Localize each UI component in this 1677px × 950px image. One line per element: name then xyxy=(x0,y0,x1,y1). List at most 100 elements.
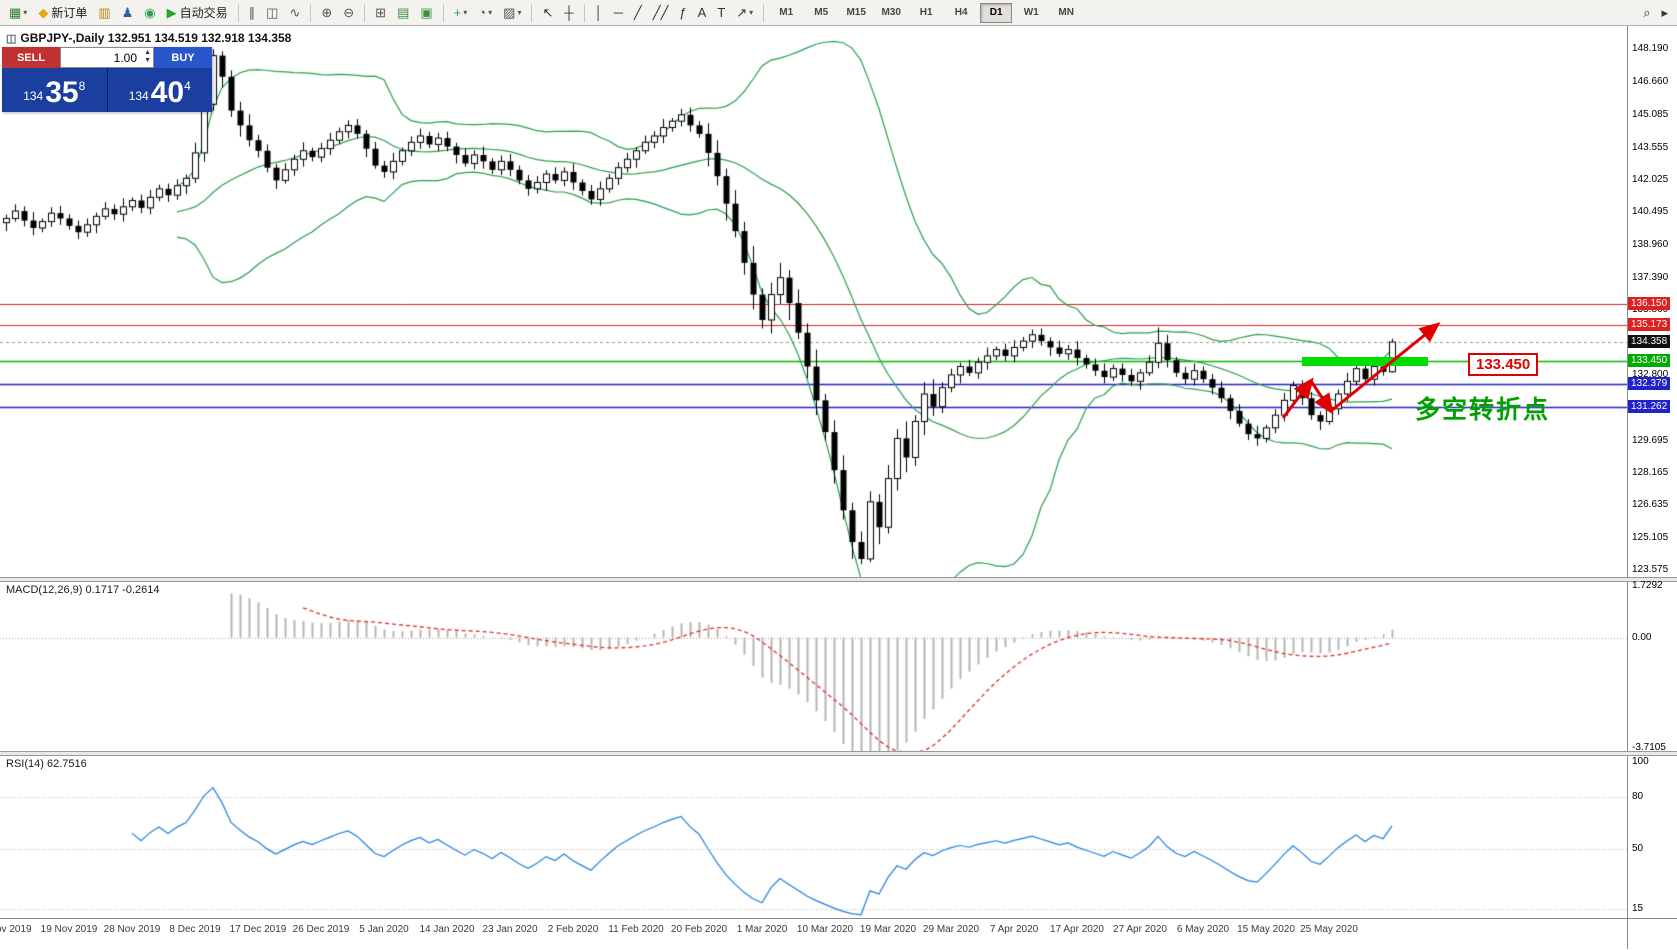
arrows-icon: ↗ xyxy=(736,4,748,20)
crosshair-icon[interactable]: ┼ xyxy=(559,1,578,25)
rsi-scale-label: 80 xyxy=(1632,791,1644,802)
price-line-label: 131.262 xyxy=(1628,400,1671,413)
zoom-out-icon[interactable]: ⊖ xyxy=(338,1,359,25)
price-line-label: 133.450 xyxy=(1628,354,1671,367)
volume-input[interactable]: 1.00 ▲ ▼ xyxy=(60,47,154,68)
scroll-to-end-icon[interactable]: ▸ xyxy=(1656,1,1673,25)
price-scale-label: 132.800 xyxy=(1632,369,1669,380)
price-scale-label: 125.105 xyxy=(1632,532,1669,543)
accounts-icon: ♟ xyxy=(121,4,134,20)
zoom-in-icon[interactable]: ⊕ xyxy=(316,1,337,25)
time-axis[interactable]: 9 Nov 2019 19 Nov 2019 28 Nov 2019 8 Dec 20… xyxy=(0,918,1677,950)
accounts-icon[interactable]: ♟ xyxy=(117,1,139,25)
price-scale-label: 123.575 xyxy=(1632,564,1669,575)
timeframe-m30[interactable]: M30 xyxy=(881,7,901,18)
date-label: 26 Dec 2019 xyxy=(292,924,350,935)
bar-chart-icon[interactable]: ∥ xyxy=(244,1,261,25)
rsi-label: RSI(14) 62.7516 xyxy=(6,758,87,770)
price-scale-label: 126.635 xyxy=(1632,499,1669,510)
rsi-scale-label: 15 xyxy=(1632,903,1644,914)
cursor-icon[interactable]: ↖ xyxy=(537,1,558,25)
macd-scale-label: 1.7292 xyxy=(1632,580,1663,591)
price-scale[interactable] xyxy=(1627,26,1628,949)
toolbar-separator xyxy=(310,3,312,22)
buy-button[interactable]: BUY xyxy=(154,47,212,68)
trendline-icon[interactable]: ╱ xyxy=(629,1,647,25)
date-label: 9 Nov 2019 xyxy=(0,924,32,935)
candlestick-chart-icon: ◫ xyxy=(266,4,279,20)
sell-button[interactable]: SELL xyxy=(2,47,60,68)
indicators-icon[interactable]: + ▾ xyxy=(449,1,473,25)
date-label: 28 Nov 2019 xyxy=(103,924,161,935)
macd-rsi-splitter[interactable] xyxy=(0,751,1677,756)
timeframe-m5[interactable]: M5 xyxy=(814,7,829,18)
price-macd-splitter[interactable] xyxy=(0,577,1677,582)
timeframe-h1[interactable]: H1 xyxy=(919,7,933,18)
label-icon: T xyxy=(717,4,726,20)
price-line-label: 136.150 xyxy=(1628,297,1671,310)
search-icon[interactable]: ⌕ xyxy=(1638,1,1655,25)
date-label: 23 Jan 2020 xyxy=(482,924,538,935)
timeframe-h4[interactable]: H4 xyxy=(954,7,968,18)
line-chart-icon[interactable]: ∿ xyxy=(284,1,305,25)
timeframe-mn[interactable]: MN xyxy=(1058,7,1074,18)
date-label: 2 Feb 2020 xyxy=(547,924,599,935)
chart-shift-icon[interactable]: ▣ xyxy=(415,1,437,25)
new-chart-icon[interactable]: ▦ ▾ xyxy=(4,1,32,25)
price-chart-canvas[interactable] xyxy=(0,26,1627,578)
date-label: 19 Nov 2019 xyxy=(40,924,98,935)
sell-price-pips: 8 xyxy=(78,79,86,93)
buy-price-pips: 4 xyxy=(184,79,191,93)
chevron-down-icon: ▾ xyxy=(23,8,28,17)
vertical-line-icon[interactable]: │ xyxy=(590,1,608,25)
date-label: 6 May 2020 xyxy=(1176,924,1230,935)
support-zone-highlight[interactable] xyxy=(1302,357,1428,366)
buy-price-prefix: 134 xyxy=(128,89,149,103)
sell-price-big: 35 xyxy=(45,76,79,109)
profiles-icon[interactable]: ▥ xyxy=(93,1,115,25)
autotrading-button[interactable]: ▶ 自动交易 xyxy=(162,1,233,25)
new-order-button[interactable]: ◆ 新订单 xyxy=(33,1,92,25)
channel-icon[interactable]: ╱╱ xyxy=(648,1,674,25)
price-scale-label: 142.025 xyxy=(1632,174,1669,185)
price-line-label: 134.358 xyxy=(1628,335,1671,348)
templates-icon[interactable]: ▨ ▾ xyxy=(498,1,526,25)
volume-spinner[interactable]: ▲ ▼ xyxy=(144,49,151,64)
date-label: 11 Feb 2020 xyxy=(608,924,664,935)
toolbar-separator xyxy=(237,3,239,22)
buy-price-button[interactable]: 134 40 4 xyxy=(107,68,212,112)
rsi-indicator-canvas[interactable] xyxy=(0,755,1627,918)
timeframe-d1[interactable]: D1 xyxy=(980,2,1013,23)
toolbar-separator xyxy=(583,3,585,22)
buy-price-big: 40 xyxy=(150,76,185,109)
text-icon[interactable]: A xyxy=(693,1,712,25)
community-icon[interactable]: ◉ xyxy=(139,1,160,25)
sell-price-prefix: 134 xyxy=(23,89,44,103)
auto-arrange-icon[interactable]: ▤ xyxy=(392,1,414,25)
tile-windows-icon[interactable]: ⊞ xyxy=(370,1,391,25)
label-icon[interactable]: T xyxy=(712,1,730,25)
toolbar-separator xyxy=(442,3,444,22)
candlestick-chart-icon[interactable]: ◫ xyxy=(261,1,283,25)
toolbar-separator xyxy=(763,3,765,22)
timeframe-m15[interactable]: M15 xyxy=(846,7,866,18)
rsi-scale-label: 100 xyxy=(1632,756,1649,767)
timeframe-m1[interactable]: M1 xyxy=(779,7,794,18)
macd-indicator-canvas[interactable] xyxy=(0,581,1627,752)
zoom-out-icon: ⊖ xyxy=(343,4,355,20)
date-label: 14 Jan 2020 xyxy=(419,924,475,935)
horizontal-line-icon[interactable]: ─ xyxy=(609,1,628,25)
periods-icon[interactable]: ◔ ▾ xyxy=(473,1,497,25)
price-scale-label: 128.165 xyxy=(1632,467,1669,478)
timeframe-w1[interactable]: W1 xyxy=(1023,7,1039,18)
arrows-icon[interactable]: ↗ ▾ xyxy=(731,1,758,25)
sell-price-button[interactable]: 134 35 8 xyxy=(2,68,107,112)
target-price-label[interactable]: 133.450 xyxy=(1468,353,1539,376)
date-label: 1 Mar 2020 xyxy=(736,924,788,935)
turning-point-annotation[interactable]: 多空转折点 xyxy=(1415,396,1551,424)
volume-value: 1.00 xyxy=(113,50,137,65)
fibonacci-icon[interactable]: ƒ xyxy=(674,1,691,25)
chevron-down-icon: ▾ xyxy=(749,8,754,17)
trendline-icon: ╱ xyxy=(633,4,642,20)
fibonacci-icon: ƒ xyxy=(679,4,687,20)
